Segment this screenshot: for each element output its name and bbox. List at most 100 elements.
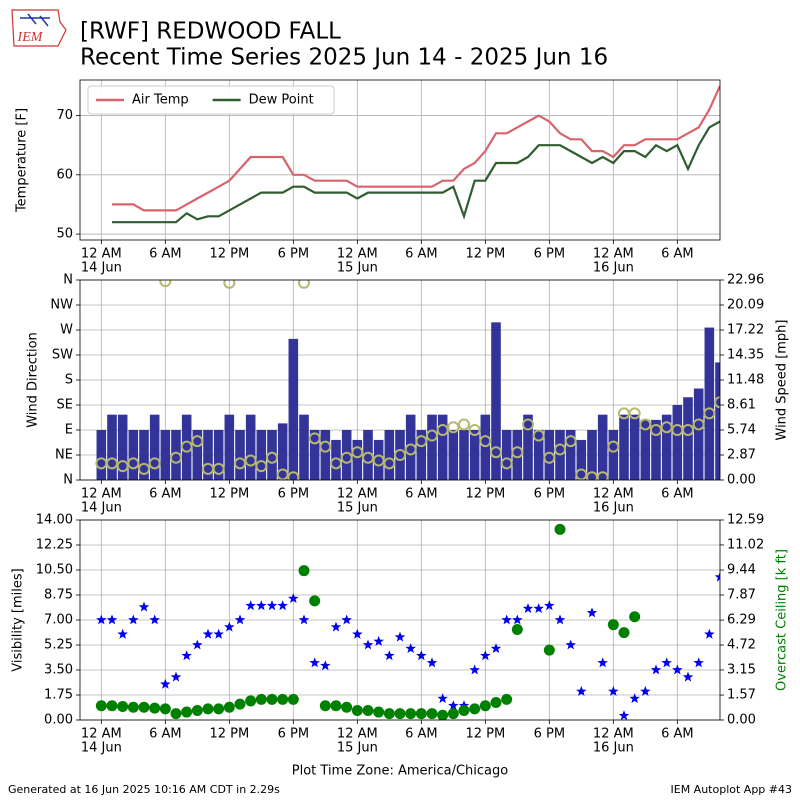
circle-marker: [309, 595, 321, 607]
x-date-label: 15 Jun: [337, 261, 378, 276]
x-date-label: 14 Jun: [81, 501, 122, 516]
star-marker: [96, 614, 107, 625]
circle-marker: [276, 468, 289, 480]
circle-marker: [266, 693, 278, 705]
y2-tick-label: 20.09: [727, 298, 764, 313]
circle-marker: [596, 471, 609, 480]
bar: [320, 430, 331, 480]
bar: [427, 414, 437, 480]
panel: 12 AM 6 AM 12 PM 6 PM 12 AM 6 AM 12 PM 6 PM 12 A…: [11, 513, 790, 779]
star-marker: [650, 664, 662, 675]
circle-marker: [426, 429, 438, 442]
y-tick-label: N: [63, 273, 73, 288]
circle-marker: [554, 523, 566, 535]
bar: [459, 430, 469, 480]
circle-marker: [116, 460, 129, 473]
y-tick-label: W: [60, 323, 73, 338]
star-marker: [469, 664, 480, 675]
star-marker: [202, 628, 214, 639]
bar: [171, 430, 181, 480]
circle-marker: [532, 429, 545, 442]
x-tick-label: 6 AM: [661, 247, 694, 262]
bar: [523, 414, 533, 480]
bar: [544, 430, 555, 480]
star-marker: [138, 601, 150, 612]
y-tick-label: SW: [52, 348, 73, 363]
x-tick-label: 6 AM: [149, 727, 182, 742]
circle-marker: [319, 700, 331, 712]
circle-marker: [714, 396, 720, 409]
circle-marker: [330, 457, 342, 470]
x-date-label: 15 Jun: [337, 501, 378, 516]
y-tick-label: NE: [55, 448, 73, 463]
circle-marker: [383, 708, 395, 720]
circle-marker: [405, 708, 417, 720]
star-marker: [394, 631, 406, 642]
circle-marker: [191, 704, 203, 716]
circle-marker: [308, 432, 321, 445]
circle-marker: [351, 446, 364, 459]
x-tick-label: 12 AM: [81, 247, 122, 262]
y-tick-label: 10.50: [36, 563, 73, 578]
star-marker: [522, 603, 534, 613]
logo-outline: [11, 9, 67, 47]
circle-marker: [490, 697, 502, 709]
circle-marker: [437, 709, 449, 720]
y2-tick-label: 11.48: [727, 373, 764, 388]
series-group: [112, 85, 720, 224]
bar: [352, 439, 363, 480]
circle-marker: [575, 468, 588, 480]
bar: [587, 430, 597, 480]
x-date-label: 14 Jun: [81, 741, 122, 756]
y-tick-label: NW: [50, 298, 73, 313]
star-marker: [181, 650, 192, 661]
y-tick-label: 50: [56, 227, 73, 242]
circle-marker: [628, 407, 641, 420]
circle-marker: [511, 446, 524, 459]
bar: [640, 419, 651, 480]
star-marker: [533, 603, 544, 613]
star-marker: [576, 685, 587, 696]
circle-marker: [223, 701, 235, 713]
circle-marker: [522, 418, 534, 431]
circle-marker: [298, 280, 310, 289]
circle-marker: [298, 565, 310, 577]
x-tick-label: 6 PM: [534, 487, 565, 502]
bar: [683, 397, 693, 480]
circle-marker: [394, 708, 406, 720]
y2-axis-label: Wind Speed [mph]: [775, 320, 790, 441]
y2-tick-label: 4.72: [727, 638, 756, 653]
circle-marker: [95, 700, 107, 712]
bar: [661, 414, 672, 480]
star-marker: [629, 693, 640, 703]
footer-left: Generated at 16 Jun 2025 10:16 AM CDT in…: [8, 783, 280, 796]
y-tick-label: 0.00: [44, 713, 73, 728]
star-marker: [416, 650, 427, 661]
bar: [480, 414, 491, 480]
circle-marker: [341, 701, 353, 713]
bar: [213, 430, 224, 480]
star-marker: [554, 614, 566, 625]
bar: [256, 430, 267, 480]
legend-label: Dew Point: [249, 93, 314, 108]
y2-tick-label: 11.02: [727, 537, 764, 552]
star-marker: [256, 600, 267, 611]
x-tick-label: 12 PM: [465, 487, 505, 502]
circle-marker: [287, 471, 300, 480]
circle-marker: [564, 435, 577, 448]
panel: 12 AM 6 AM 12 PM 6 PM 12 AM 6 AM 12 PM 6 PM 12 A…: [15, 79, 721, 276]
y2-tick-label: 6.29: [727, 613, 756, 628]
circle-marker: [372, 454, 385, 467]
circle-marker: [543, 451, 556, 464]
star-marker: [426, 657, 438, 668]
series-group: [95, 523, 720, 720]
x-tick-label: 6 PM: [534, 727, 565, 742]
bar: [203, 430, 213, 480]
y2-tick-label: 7.87: [727, 587, 756, 602]
star-marker: [565, 639, 576, 650]
star-marker: [714, 571, 720, 582]
circle-marker: [362, 451, 374, 464]
star-marker: [490, 643, 502, 653]
circle-marker: [181, 706, 193, 718]
